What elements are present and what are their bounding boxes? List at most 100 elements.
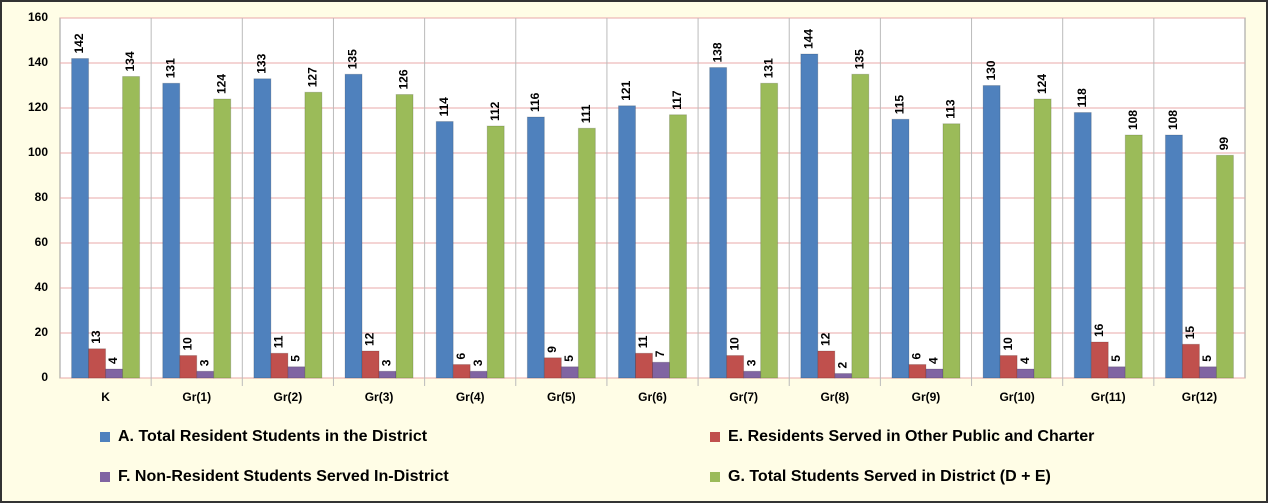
bar xyxy=(435,121,454,379)
data-label: 126 xyxy=(397,69,411,89)
bar xyxy=(88,348,107,379)
data-label: 12 xyxy=(818,332,832,346)
x-tick-label: Gr(5) xyxy=(547,390,576,404)
y-tick-label: 140 xyxy=(28,55,48,69)
bar xyxy=(1215,154,1234,379)
data-label: 4 xyxy=(927,357,941,364)
bar xyxy=(1107,366,1126,379)
y-tick-label: 60 xyxy=(35,235,49,249)
bar xyxy=(105,368,124,379)
data-label: 5 xyxy=(1200,355,1214,362)
bar xyxy=(304,91,323,379)
bar xyxy=(378,370,397,379)
x-tick-label: Gr(12) xyxy=(1182,390,1217,404)
data-label: 10 xyxy=(180,337,194,351)
y-tick-label: 160 xyxy=(28,10,48,24)
legend-label: A. Total Resident Students in the Distri… xyxy=(118,428,428,445)
data-label: 5 xyxy=(289,355,303,362)
data-label: 130 xyxy=(984,60,998,80)
legend-swatch xyxy=(100,472,110,482)
data-label: 12 xyxy=(363,332,377,346)
bar xyxy=(851,73,870,379)
data-label: 6 xyxy=(454,353,468,360)
bar xyxy=(817,350,836,379)
data-label: 133 xyxy=(255,53,269,73)
bar xyxy=(179,355,198,379)
data-label: 7 xyxy=(653,350,667,357)
bar xyxy=(618,105,636,379)
legend-label: G. Total Students Served in District (D … xyxy=(728,468,1051,485)
bar xyxy=(361,350,380,379)
bar xyxy=(908,364,927,379)
data-label: 10 xyxy=(1001,337,1015,351)
data-label: 114 xyxy=(437,97,451,117)
data-label: 131 xyxy=(163,58,177,78)
bar xyxy=(834,373,853,379)
x-tick-label: Gr(9) xyxy=(912,390,941,404)
x-tick-label: Gr(1) xyxy=(182,390,211,404)
bar xyxy=(1016,368,1035,379)
data-label: 16 xyxy=(1092,323,1106,337)
data-label: 15 xyxy=(1183,326,1197,340)
bar xyxy=(1164,134,1183,379)
data-label: 111 xyxy=(579,104,593,123)
bar xyxy=(726,355,745,379)
data-label: 124 xyxy=(1035,74,1049,94)
data-label: 3 xyxy=(744,359,758,366)
x-tick-label: Gr(2) xyxy=(274,390,303,404)
x-tick-label: Gr(3) xyxy=(365,390,394,404)
bar xyxy=(122,76,141,379)
data-label: 2 xyxy=(835,362,849,369)
bar xyxy=(982,85,1001,379)
bar xyxy=(162,82,181,379)
data-label: 115 xyxy=(893,95,907,115)
data-label: 13 xyxy=(89,330,103,344)
data-label: 11 xyxy=(272,335,286,348)
bar xyxy=(560,366,579,379)
bar xyxy=(800,53,819,379)
bar xyxy=(709,67,728,379)
bar xyxy=(526,116,545,379)
legend-swatch xyxy=(100,432,110,442)
data-label: 99 xyxy=(1217,137,1231,151)
data-label: 117 xyxy=(670,90,684,110)
x-tick-label: Gr(6) xyxy=(638,390,667,404)
data-label: 135 xyxy=(346,49,360,69)
y-tick-label: 120 xyxy=(28,100,48,114)
data-label: 4 xyxy=(1018,357,1032,364)
bar xyxy=(452,364,471,379)
bar xyxy=(344,73,363,379)
y-tick-label: 0 xyxy=(41,370,48,384)
y-tick-label: 100 xyxy=(28,145,48,159)
bar xyxy=(196,370,215,379)
bar xyxy=(395,94,414,379)
data-label: 3 xyxy=(197,359,211,366)
bar xyxy=(1198,366,1217,379)
bar xyxy=(287,366,306,379)
legend-swatch xyxy=(710,472,720,482)
data-label: 138 xyxy=(710,42,724,62)
bar xyxy=(1090,341,1109,379)
data-label: 135 xyxy=(852,49,866,69)
bar xyxy=(760,82,779,379)
bar xyxy=(891,118,910,379)
y-tick-label: 20 xyxy=(35,325,49,339)
bar xyxy=(577,127,596,379)
data-label: 108 xyxy=(1166,110,1180,130)
bar xyxy=(1073,112,1092,379)
y-tick-label: 40 xyxy=(35,280,49,294)
bar xyxy=(652,361,670,379)
bar xyxy=(253,78,272,379)
data-label: 121 xyxy=(619,80,633,100)
bar xyxy=(999,355,1018,379)
bar xyxy=(925,368,944,379)
data-label: 124 xyxy=(214,74,228,94)
legend-label: E. Residents Served in Other Public and … xyxy=(728,428,1094,445)
data-label: 112 xyxy=(488,101,502,121)
data-label: 134 xyxy=(123,51,137,71)
legend-label: F. Non-Resident Students Served In-Distr… xyxy=(118,468,449,485)
x-tick-label: Gr(10) xyxy=(999,390,1034,404)
x-tick-label: Gr(7) xyxy=(729,390,758,404)
data-label: 9 xyxy=(545,346,559,353)
data-label: 116 xyxy=(528,92,542,112)
